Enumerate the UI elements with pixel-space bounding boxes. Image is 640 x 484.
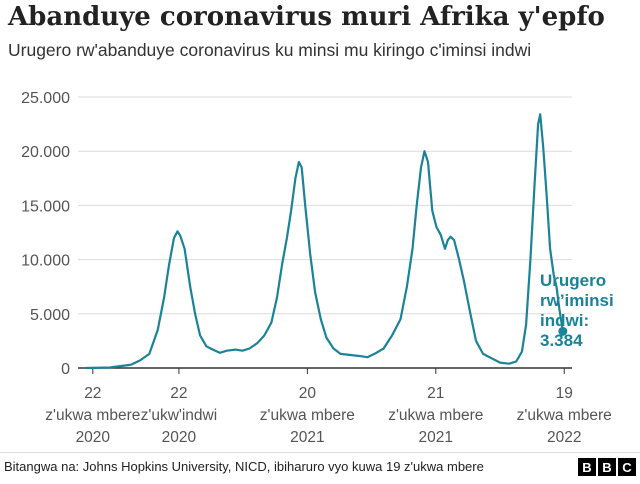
annotation-label: rw’iminsi — [540, 291, 614, 310]
x-tick-label: 2020 — [76, 429, 111, 446]
x-tick-label: z'ukwa mbere — [517, 407, 612, 424]
x-tick-label: 20 — [299, 385, 317, 402]
source-note: Bitangwa na: Johns Hopkins University, N… — [4, 459, 484, 474]
y-tick-label: 0 — [61, 361, 70, 378]
annotation-label: Urugero — [540, 271, 606, 290]
y-axis-ticks: 0 5.000 10.000 15.000 20.000 25.000 — [21, 90, 70, 378]
bbc-logo: B B C — [578, 458, 636, 476]
footer-divider — [0, 452, 640, 453]
series-line — [86, 114, 563, 368]
x-tick-label: z'ukwa mbere — [388, 407, 483, 424]
logo-letter: C — [618, 458, 636, 476]
x-tick-label: 22 — [84, 385, 101, 402]
y-tick-label: 20.000 — [21, 144, 70, 161]
x-tick-label: 21 — [427, 385, 444, 402]
x-axis-ticks: 22z'ukwa mbere202022z'ukw'indwi202020z'u… — [45, 368, 612, 446]
x-tick-label: 22 — [170, 385, 187, 402]
x-tick-label: 2020 — [162, 429, 197, 446]
x-tick-label: z'ukwa mbere — [260, 407, 355, 424]
grid-layer — [78, 97, 572, 368]
x-tick-label: z'ukw'indwi — [141, 407, 218, 424]
logo-letter: B — [598, 458, 616, 476]
annotation-label: indwi: — [540, 311, 589, 330]
x-tick-label: 2021 — [290, 429, 324, 446]
chart-area: 0 5.000 10.000 15.000 20.000 25.000 22 z'ukwa … — [0, 0, 640, 452]
x-tick-label: 19 — [556, 385, 573, 402]
x-tick-label: 2022 — [547, 429, 581, 446]
logo-letter: B — [578, 458, 596, 476]
y-tick-label: 15.000 — [21, 198, 70, 215]
y-tick-label: 10.000 — [21, 253, 70, 270]
x-tick-label: z'ukwa mbere — [45, 407, 140, 424]
series-layer — [86, 114, 568, 368]
annotation-label: 3.384 — [540, 331, 583, 350]
y-tick-label: 5.000 — [30, 307, 70, 324]
x-tick-label: 2021 — [419, 429, 453, 446]
y-tick-label: 25.000 — [21, 90, 70, 107]
